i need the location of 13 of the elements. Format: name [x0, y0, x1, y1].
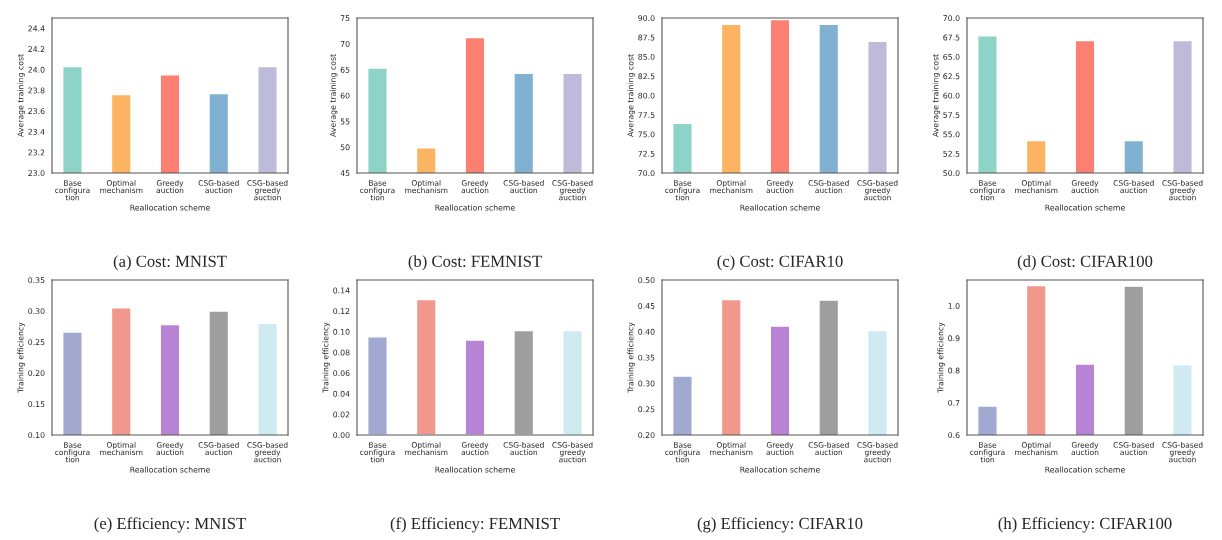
text: (g) Efficiency: CIFAR10 — [697, 517, 863, 533]
bar — [513, 329, 535, 435]
bar — [415, 298, 437, 435]
bar — [367, 336, 388, 435]
bar — [562, 329, 583, 435]
bar — [464, 339, 486, 435]
text: (e) Efficiency: MNIST — [94, 517, 246, 533]
text: (d) Cost: CIFAR100 — [1017, 255, 1153, 271]
text: (h) Efficiency: CIFAR100 — [998, 517, 1172, 533]
text: (a) Cost: MNIST — [113, 255, 227, 271]
text: (c) Cost: CIFAR10 — [717, 255, 843, 271]
text: (b) Cost: FEMNIST — [408, 255, 542, 271]
text: (f) Efficiency: FEMNIST — [390, 517, 560, 533]
